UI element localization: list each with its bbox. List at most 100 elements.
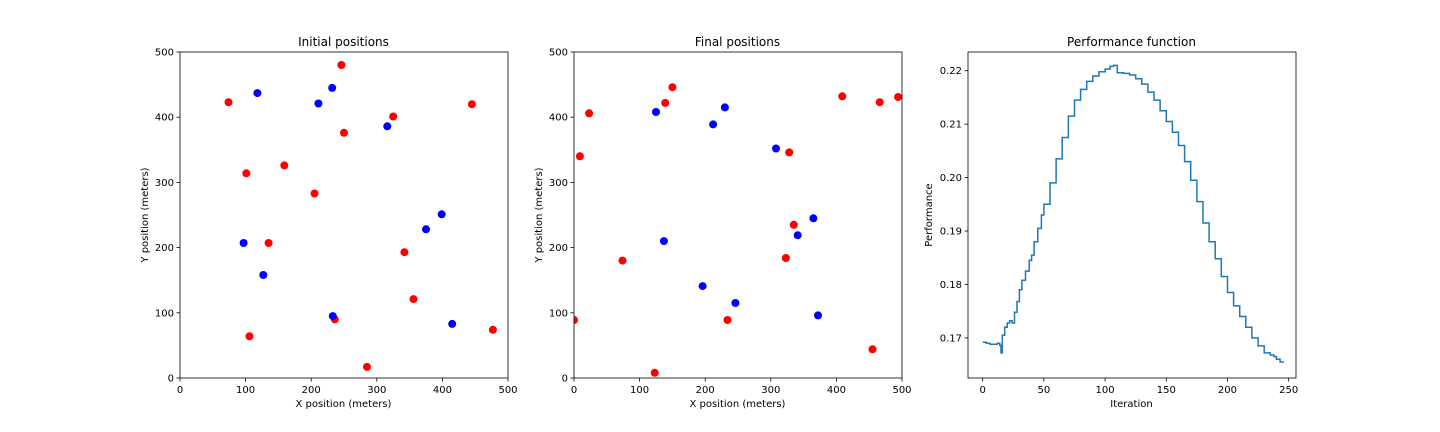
red-point (337, 61, 346, 69)
y-tick-label: 0.22 (940, 66, 962, 77)
blue-point (659, 237, 668, 246)
axes-frame (179, 51, 509, 379)
red-point (409, 295, 418, 304)
y-tick-label: 400 (155, 113, 174, 124)
red-point (875, 98, 884, 107)
x-tick-label: 0 (979, 385, 985, 396)
panel-2-xlabel: X position (meters) (690, 399, 786, 410)
x-tick-label: 0 (571, 385, 577, 396)
panel-2-ylabel: Y position (meters) (534, 167, 545, 263)
data-marks (982, 64, 1284, 363)
blue-point (814, 311, 822, 320)
panel-2-plot-area: 0 100 200 300 400 500 0 100 200 300 400 500 (549, 48, 912, 397)
panel-3-plot-area: 0 50 100 150 200 250 0.17 0.18 0.19 0.20 0.21 0.22 (940, 51, 1298, 396)
blue-point (328, 312, 337, 321)
red-point (245, 332, 254, 341)
blue-point (652, 108, 660, 116)
x-tick-label: 300 (761, 385, 780, 396)
x-tick-label: 300 (367, 385, 386, 396)
panel-3-title: Performance function (1067, 35, 1196, 49)
y-tick-label: 300 (155, 178, 174, 189)
y-tick-label: 0 (562, 374, 568, 385)
blue-point (698, 282, 707, 291)
x-tick-label: 100 (1096, 385, 1115, 396)
blue-point (772, 144, 780, 153)
red-point (400, 248, 409, 257)
y-tick-label: 0.21 (940, 120, 962, 131)
red-point (618, 256, 627, 265)
red-point (838, 92, 847, 101)
red-point (340, 128, 348, 137)
y-tick-label: 500 (549, 48, 568, 59)
blue-point (793, 231, 802, 240)
x-tick-label: 200 (302, 385, 321, 396)
panel-performance-function: Performance function Iteration Performan… (924, 35, 1298, 410)
data-marks (574, 83, 902, 377)
y-tick-label: 0.17 (940, 333, 962, 344)
y-tick-label: 0.20 (940, 173, 962, 184)
x-tick-label: 150 (1157, 385, 1176, 396)
blue-point (731, 299, 740, 307)
panel-initial-positions: Initial positions X position (meters) Y … (140, 35, 518, 410)
data-marks (224, 61, 497, 371)
red-point (264, 239, 273, 247)
blue-point (328, 83, 337, 92)
panel-3-ylabel: Performance (924, 183, 935, 246)
red-point (585, 109, 594, 118)
blue-point (259, 271, 268, 279)
panel-1-plot-area: 0 100 200 300 400 500 0 100 200 300 400 500 (155, 48, 518, 397)
red-point (723, 316, 732, 324)
y-tick-label: 300 (549, 178, 568, 189)
y-tick-label: 200 (549, 243, 568, 254)
x-tick-label: 250 (1279, 385, 1298, 396)
blue-point (448, 319, 457, 328)
x-tick-label: 100 (236, 385, 255, 396)
y-tick-label: 400 (549, 113, 568, 124)
blue-point (383, 122, 392, 131)
x-tick-label: 100 (630, 385, 649, 396)
red-point (894, 93, 902, 101)
x-tick-label: 500 (892, 385, 911, 396)
red-point (668, 83, 677, 92)
x-tick-label: 200 (696, 385, 715, 396)
red-point (363, 362, 371, 371)
red-point (781, 254, 790, 262)
blue-point (720, 103, 729, 112)
panel-1-title: Initial positions (298, 35, 389, 49)
x-tick-label: 200 (1218, 385, 1237, 396)
red-point (574, 316, 578, 324)
red-point (789, 220, 798, 229)
red-point (389, 112, 398, 121)
panel-2-title: Final positions (695, 35, 780, 49)
x-tick-label: 400 (433, 385, 452, 396)
x-tick-label: 400 (827, 385, 846, 396)
red-point (242, 169, 251, 178)
blue-point (314, 99, 323, 108)
panel-final-positions: Final positions X position (meters) Y po… (534, 35, 912, 410)
x-tick-label: 500 (498, 385, 517, 396)
blue-point (422, 225, 430, 234)
red-point (868, 345, 877, 354)
red-point (224, 98, 233, 107)
blue-point (437, 210, 446, 219)
x-tick-label: 50 (1038, 385, 1051, 396)
y-tick-label: 0.18 (940, 280, 962, 291)
red-point (467, 100, 476, 109)
y-tick-label: 500 (155, 48, 174, 59)
performance-line (982, 64, 1284, 363)
red-point (488, 325, 497, 334)
panel-3-xlabel: Iteration (1110, 399, 1152, 410)
blue-point (253, 89, 262, 98)
blue-point (709, 120, 718, 129)
y-tick-label: 100 (155, 308, 174, 319)
red-point (575, 152, 584, 161)
panel-1-xlabel: X position (meters) (296, 399, 392, 410)
axes-frame (967, 51, 1297, 379)
red-point (785, 148, 794, 157)
red-point (280, 161, 289, 170)
y-tick-label: 0 (168, 374, 174, 385)
y-tick-label: 0.19 (940, 227, 962, 238)
y-tick-label: 200 (155, 243, 174, 254)
x-tick-label: 0 (177, 385, 183, 396)
